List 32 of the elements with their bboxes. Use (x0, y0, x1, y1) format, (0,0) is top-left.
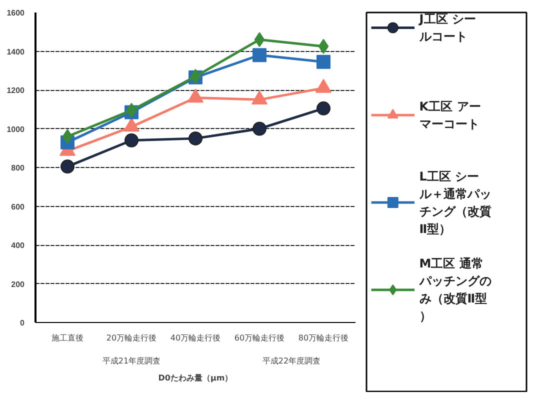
legend-label: L工区 シール＋通常パッチング（改質Ⅱ型） (418, 169, 492, 236)
point (188, 131, 202, 146)
text: 平成22年度調査 (262, 356, 321, 366)
x-tick-label: 40万輪走行後 (170, 334, 221, 342)
x-tick-label: 60万輪走行後 (234, 334, 285, 342)
x-tick-label: 施工直後 (52, 334, 84, 342)
point (316, 54, 330, 69)
point (60, 160, 74, 174)
point (318, 38, 329, 54)
legend-label: K工区 アーマーコート (419, 99, 481, 131)
legend-label: M工区 通常パッチングのみ（改質Ⅱ型） (418, 256, 492, 324)
point (316, 101, 330, 116)
x-tick-label: 20万輪走行後 (106, 334, 157, 342)
point (252, 48, 266, 62)
text: 平成21年度調査 (102, 356, 161, 366)
point (252, 122, 266, 136)
y-tick-label: 1400 (6, 47, 26, 56)
point (126, 102, 137, 118)
y-tick-label: 800 (11, 164, 26, 172)
legend-label: J工区 シールコート (418, 12, 476, 44)
y-tick-label: 0 (20, 318, 26, 328)
y-tick-label: 200 (11, 280, 26, 289)
y-tick-label: 1600 (6, 8, 26, 18)
x-axis-title: D0たわみ量（μm） (158, 374, 233, 382)
point (254, 32, 265, 48)
point (124, 133, 138, 148)
x-tick-label: 80万輪走行後 (298, 334, 349, 342)
y-tick-label: 600 (11, 202, 26, 212)
y-tick-label: 400 (11, 241, 26, 250)
point (62, 129, 73, 144)
y-tick-label: 1000 (6, 124, 26, 134)
y-tick-label: 1200 (6, 86, 26, 95)
